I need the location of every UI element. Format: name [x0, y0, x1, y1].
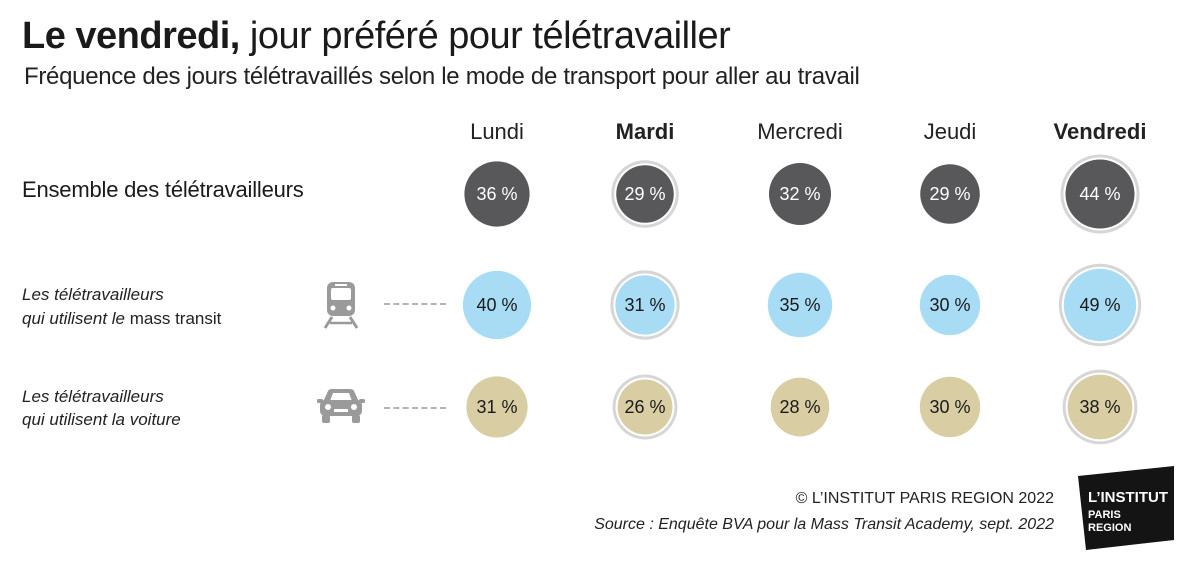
- logo-line2: PARIS: [1088, 509, 1121, 521]
- bubble-all-vendredi: [1065, 159, 1135, 229]
- leader-dash-transit: [384, 303, 446, 305]
- title-rest: jour préféré pour télétravailler: [239, 15, 731, 57]
- bubble-ring-all-vendredi: [1063, 157, 1137, 231]
- bubble-transit-jeudi: [919, 274, 981, 336]
- bubble-label-all-mardi: 29 %: [624, 184, 665, 204]
- bubble-ring-transit-mardi: [613, 273, 677, 337]
- bubble-label-transit-vendredi: 49 %: [1079, 295, 1120, 315]
- bubble-all-lundi: [464, 161, 530, 227]
- bubble-halo-all-vendredi: [1060, 154, 1140, 234]
- bubble-label-transit-lundi: 40 %: [476, 295, 517, 315]
- leader-dash-car: [384, 407, 446, 409]
- bubble-car-mardi: [617, 379, 673, 435]
- title-bold: Le vendredi,: [22, 15, 240, 57]
- bubble-label-all-mercredi: 32 %: [779, 184, 820, 204]
- day-label-mardi: Mardi: [615, 119, 675, 144]
- day-label-jeudi: Jeudi: [923, 119, 977, 144]
- bubble-car-lundi: [466, 376, 528, 438]
- logo-line3: REGION: [1088, 522, 1132, 534]
- day-label-vendredi: Vendredi: [1053, 119, 1147, 144]
- bubble-transit-mercredi: [767, 272, 833, 338]
- copyright: © L’INSTITUT PARIS REGION 2022: [795, 490, 1054, 507]
- bubble-all-jeudi: [920, 164, 980, 224]
- bubble-car-jeudi: [919, 376, 981, 438]
- bubble-label-car-jeudi: 30 %: [929, 397, 970, 417]
- bubble-label-transit-jeudi: 30 %: [929, 295, 970, 315]
- bubble-label-transit-mercredi: 35 %: [779, 295, 820, 315]
- bubble-car-vendredi: [1067, 374, 1133, 440]
- bubble-label-all-vendredi: 44 %: [1079, 184, 1120, 204]
- bubble-transit-vendredi: [1063, 268, 1137, 342]
- bubble-ring-car-mardi: [615, 377, 675, 437]
- bubble-ring-car-vendredi: [1065, 372, 1135, 442]
- train-icon: [323, 282, 359, 329]
- bubble-label-all-lundi: 36 %: [476, 184, 517, 204]
- row-label-transit-line2: qui utilisent le mass transit: [22, 308, 221, 330]
- bubble-label-car-vendredi: 38 %: [1079, 397, 1120, 417]
- bubble-label-car-mercredi: 28 %: [779, 397, 820, 417]
- chart-subtitle: Fréquence des jours télétravaillés selon…: [24, 63, 860, 90]
- row-label-car-line1: Les télétravailleurs: [22, 387, 164, 406]
- row-label-transit-line2b: mass transit: [125, 309, 222, 328]
- car-icon: [317, 389, 365, 423]
- row-label-car-line2: qui utilisent la voiture: [22, 410, 181, 429]
- bubble-all-mercredi: [768, 162, 832, 226]
- source-note: Source : Enquête BVA pour la Mass Transi…: [594, 516, 1054, 533]
- bubble-all-mardi: [616, 165, 674, 223]
- bubble-transit-mardi: [615, 275, 675, 335]
- bubble-ring-transit-vendredi: [1061, 266, 1139, 344]
- row-label-transit-line2a: qui utilisent le: [22, 309, 126, 328]
- day-label-lundi: Lundi: [470, 119, 524, 144]
- bubble-car-mercredi: [770, 377, 830, 437]
- chart-title: Le vendredi, jour préféré pour télétrava…: [22, 14, 731, 58]
- bubble-transit-lundi: [462, 270, 532, 340]
- logo-line1: L’INSTITUT: [1088, 489, 1168, 506]
- row-label-transit-line1: Les télétravailleurs: [22, 285, 164, 304]
- bubble-halo-transit-mardi: [610, 270, 680, 340]
- bubble-label-transit-mardi: 31 %: [624, 295, 665, 315]
- row-label-all: Ensemble des télétravailleurs: [22, 177, 304, 202]
- bubble-label-all-jeudi: 29 %: [929, 184, 970, 204]
- bubble-halo-all-mardi: [611, 160, 679, 228]
- bubble-label-car-mardi: 26 %: [624, 397, 665, 417]
- bubble-halo-car-mardi: [612, 374, 678, 440]
- day-label-mercredi: Mercredi: [757, 119, 843, 144]
- institut-logo: [1078, 466, 1174, 550]
- bubble-label-car-lundi: 31 %: [476, 397, 517, 417]
- bubble-halo-transit-vendredi: [1058, 263, 1142, 347]
- bubble-halo-car-vendredi: [1062, 369, 1138, 445]
- bubble-ring-all-mardi: [614, 163, 676, 225]
